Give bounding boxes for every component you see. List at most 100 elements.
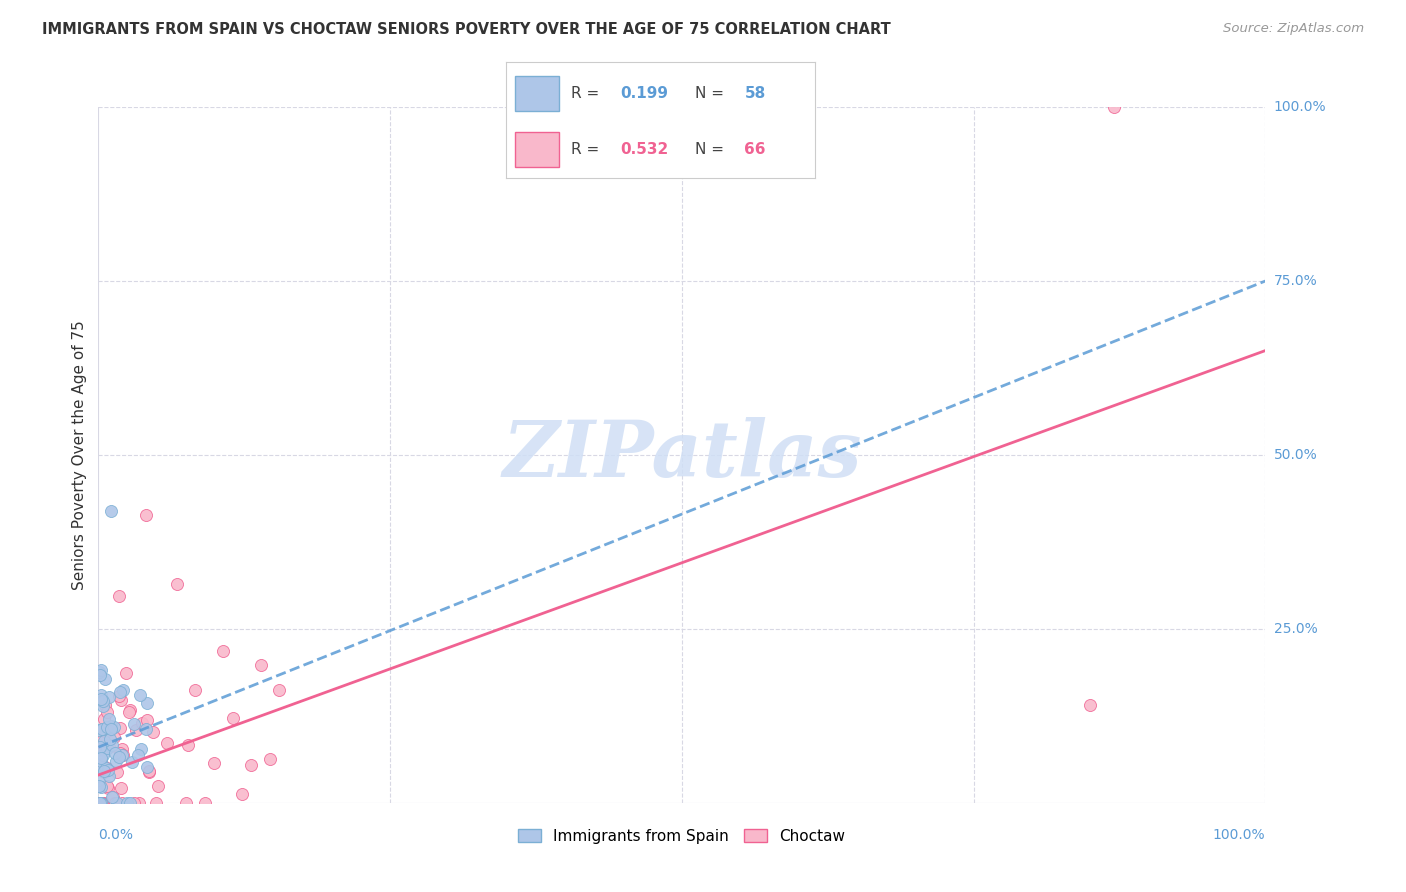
Point [97, 763, 120, 777]
Point [87, 772, 110, 787]
Point [87, 780, 110, 794]
Point [93, 712, 115, 726]
Point [121, 755, 143, 769]
Point [93, 764, 115, 779]
Text: Source: ZipAtlas.com: Source: ZipAtlas.com [1223, 22, 1364, 36]
Point [259, 752, 281, 766]
Point [118, 703, 141, 717]
Point [96, 779, 118, 793]
Point [103, 730, 125, 744]
Point [97, 739, 120, 754]
Point [90, 755, 112, 769]
Point [89, 735, 111, 749]
Point [90, 757, 112, 772]
Text: 0.0%: 0.0% [98, 828, 134, 842]
Text: 0.532: 0.532 [620, 142, 669, 157]
Point [100, 721, 122, 735]
Point [104, 796, 127, 810]
Point [91, 747, 114, 762]
Point [90, 762, 112, 776]
Point [100, 503, 122, 517]
Point [103, 790, 125, 805]
Point [184, 682, 207, 697]
Point [96, 723, 118, 738]
Point [97, 712, 120, 726]
Point [176, 738, 198, 752]
Text: 100.0%: 100.0% [1274, 100, 1326, 114]
Point [117, 705, 139, 719]
Point [114, 666, 136, 681]
Point [135, 508, 157, 523]
Point [105, 765, 128, 780]
Point [108, 721, 131, 735]
Point [129, 688, 152, 702]
Point [221, 711, 243, 725]
Text: ZIPatlas: ZIPatlas [502, 417, 862, 493]
Point [129, 742, 152, 756]
Text: 100.0%: 100.0% [1213, 828, 1265, 842]
Text: 0.199: 0.199 [620, 87, 669, 102]
Point [87, 796, 110, 810]
Text: 75.0%: 75.0% [1274, 274, 1317, 288]
Point [96, 761, 118, 775]
Point [138, 764, 160, 778]
Point [100, 738, 122, 752]
Point [90, 694, 112, 708]
Point [101, 796, 124, 810]
Point [97, 780, 120, 795]
FancyBboxPatch shape [516, 132, 558, 167]
Point [111, 741, 134, 756]
Point [90, 796, 112, 810]
Point [115, 796, 138, 810]
Point [240, 758, 263, 772]
Point [89, 723, 111, 738]
Y-axis label: Seniors Poverty Over the Age of 75: Seniors Poverty Over the Age of 75 [72, 320, 87, 590]
Point [87, 665, 110, 679]
Point [122, 796, 145, 810]
Point [108, 750, 131, 764]
Point [89, 796, 111, 810]
Point [100, 719, 122, 733]
Point [90, 796, 112, 810]
Point [93, 744, 115, 758]
Text: N =: N = [695, 142, 728, 157]
Point [118, 796, 141, 810]
Text: 50.0%: 50.0% [1274, 448, 1317, 462]
Point [110, 693, 132, 707]
Point [135, 714, 157, 728]
Point [142, 724, 165, 739]
Point [91, 694, 114, 708]
Point [91, 699, 114, 714]
Point [89, 739, 111, 754]
Point [89, 667, 111, 681]
Point [231, 788, 253, 802]
Point [96, 761, 118, 775]
Point [103, 796, 125, 810]
Point [135, 722, 157, 736]
Point [100, 722, 122, 736]
Point [110, 747, 132, 762]
Point [212, 644, 235, 658]
Point [166, 576, 188, 591]
Point [89, 796, 111, 810]
Text: R =: R = [571, 87, 605, 102]
Point [125, 723, 148, 737]
Point [97, 690, 120, 704]
Point [111, 796, 134, 810]
Point [194, 796, 217, 810]
Point [98, 732, 121, 747]
Point [94, 672, 117, 686]
Point [136, 696, 159, 710]
Point [112, 747, 135, 762]
Point [136, 760, 159, 774]
Point [202, 756, 225, 770]
Point [90, 750, 112, 764]
Point [91, 796, 114, 810]
Point [100, 790, 122, 805]
Point [94, 744, 117, 758]
Point [90, 722, 112, 736]
Point [93, 764, 115, 779]
Point [93, 723, 115, 737]
Point [108, 590, 131, 604]
Point [97, 768, 120, 782]
